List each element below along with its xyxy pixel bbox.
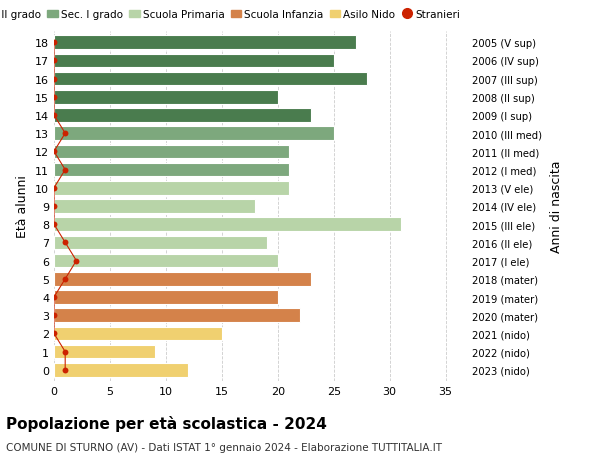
Point — [49, 185, 59, 192]
Point — [49, 203, 59, 210]
Point — [49, 294, 59, 301]
Bar — [54, 73, 367, 86]
Bar — [54, 36, 356, 50]
Bar — [54, 182, 289, 195]
Point — [61, 348, 70, 356]
Point — [49, 330, 59, 337]
Y-axis label: Età alunni: Età alunni — [16, 175, 29, 238]
Point — [49, 112, 59, 119]
Point — [49, 148, 59, 156]
Bar — [54, 109, 311, 123]
Bar — [54, 309, 300, 322]
Point — [49, 76, 59, 83]
Text: COMUNE DI STURNO (AV) - Dati ISTAT 1° gennaio 2024 - Elaborazione TUTTITALIA.IT: COMUNE DI STURNO (AV) - Dati ISTAT 1° ge… — [6, 442, 442, 452]
Bar — [54, 254, 278, 268]
Text: Popolazione per età scolastica - 2024: Popolazione per età scolastica - 2024 — [6, 415, 327, 431]
Legend: Sec. II grado, Sec. I grado, Scuola Primaria, Scuola Infanzia, Asilo Nido, Stran: Sec. II grado, Sec. I grado, Scuola Prim… — [0, 10, 460, 20]
Point — [61, 167, 70, 174]
Point — [49, 312, 59, 319]
Point — [49, 221, 59, 229]
Point — [49, 57, 59, 65]
Point — [61, 275, 70, 283]
Bar — [54, 236, 266, 250]
Y-axis label: Anni di nascita: Anni di nascita — [550, 160, 563, 253]
Bar — [54, 200, 256, 213]
Bar — [54, 363, 188, 377]
Bar — [54, 272, 311, 286]
Bar — [54, 291, 278, 304]
Point — [61, 239, 70, 246]
Bar — [54, 127, 334, 141]
Bar — [54, 345, 155, 359]
Bar — [54, 54, 334, 68]
Bar — [54, 163, 289, 177]
Bar — [54, 327, 222, 341]
Bar — [54, 91, 278, 104]
Point — [49, 39, 59, 47]
Point — [49, 94, 59, 101]
Point — [61, 130, 70, 138]
Bar — [54, 218, 401, 231]
Point — [71, 257, 81, 265]
Bar — [54, 145, 289, 159]
Point — [61, 366, 70, 374]
